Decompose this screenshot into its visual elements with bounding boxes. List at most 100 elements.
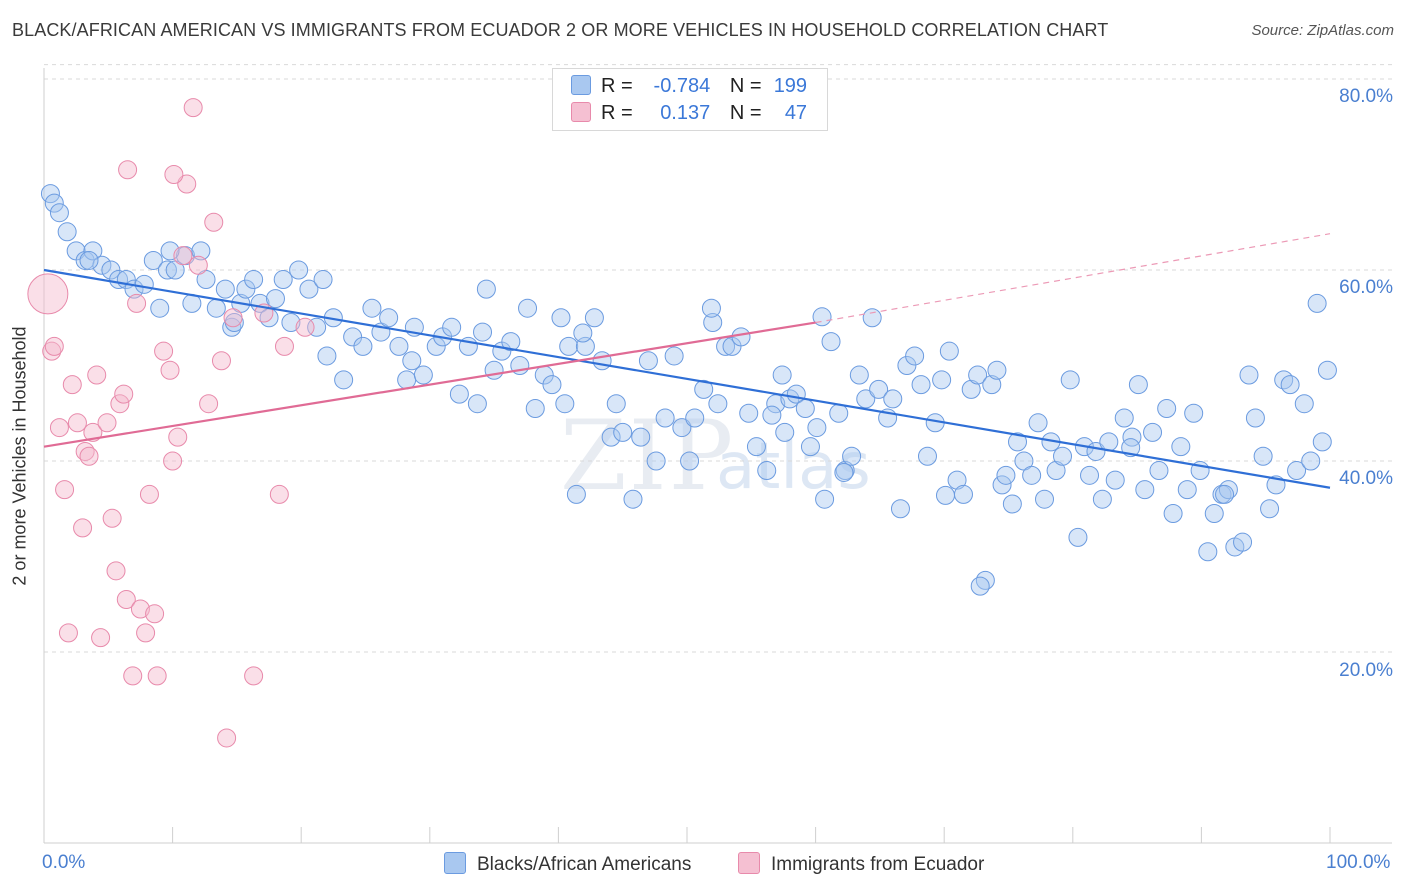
data-point-ecuador [91, 628, 111, 648]
data-point-blacks [1280, 375, 1300, 395]
data-point-ecuador [79, 446, 99, 466]
data-point-blacks [1149, 461, 1169, 481]
data-point-ecuador [102, 508, 122, 528]
data-point-blacks [1177, 480, 1197, 500]
data-point-blacks [601, 427, 621, 447]
data-point-blacks [685, 408, 705, 428]
data-point-blacks [134, 274, 154, 294]
data-point-ecuador [62, 375, 82, 395]
data-point-blacks [968, 365, 988, 385]
data-point-ecuador [188, 255, 208, 275]
data-point-blacks [1233, 532, 1253, 552]
legend-item-label: Blacks/African Americans [477, 854, 692, 875]
data-point-ecuador [110, 394, 130, 414]
legend-r-value-blue: -0.784 [653, 75, 711, 97]
data-point-ecuador [163, 451, 183, 471]
data-point-blacks [1035, 489, 1055, 509]
legend-r-label: R = [601, 75, 633, 97]
data-point-blacks [317, 346, 337, 366]
data-point-blacks [815, 489, 835, 509]
blue-swatch-icon [444, 852, 466, 874]
data-point-blacks [664, 346, 684, 366]
data-point-ecuador [114, 384, 134, 404]
data-point-blacks [379, 308, 399, 328]
data-point-blacks [83, 241, 103, 261]
data-point-blacks [703, 313, 723, 333]
data-point-blacks [996, 465, 1016, 485]
data-point-blacks [1092, 489, 1112, 509]
source-label: Source: ZipAtlas.com [1251, 22, 1394, 39]
data-point-blacks [1080, 465, 1100, 485]
data-point-ecuador [27, 273, 69, 315]
data-point-blacks [1046, 461, 1066, 481]
data-point-ecuador [168, 427, 188, 447]
data-point-blacks [476, 279, 496, 299]
data-point-blacks [40, 184, 60, 204]
data-point-ecuador [217, 728, 237, 748]
data-point-ecuador [97, 413, 117, 433]
x-tick-label-left: 0.0% [42, 852, 86, 873]
legend-item-label: Immigrants from Ecuador [771, 854, 985, 875]
data-point-ecuador [223, 308, 243, 328]
data-point-blacks [1163, 504, 1183, 524]
data-point-blacks [1002, 494, 1022, 514]
data-point-ecuador [116, 589, 136, 609]
data-point-ecuador [136, 623, 156, 643]
data-point-blacks [343, 327, 363, 347]
data-point-blacks [525, 398, 545, 418]
data-point-blacks [795, 398, 815, 418]
data-point-blacks [970, 576, 990, 596]
data-point-blacks [518, 298, 538, 318]
data-point-ecuador [58, 623, 78, 643]
legend-row-pink: R = 0.137 N = 47 [571, 100, 807, 126]
data-point-blacks [932, 370, 952, 390]
data-point-blacks [1307, 293, 1327, 313]
data-point-blacks [812, 307, 832, 327]
data-point-blacks [206, 298, 226, 318]
data-point-blacks [947, 470, 967, 490]
data-point-blacks [573, 323, 593, 343]
legend-n-value-blue: 199 [773, 75, 808, 97]
data-point-blacks [473, 322, 493, 342]
legend-r-value-pink: 0.137 [660, 102, 711, 124]
data-point-blacks [905, 346, 925, 366]
data-point-ecuador [118, 160, 138, 180]
data-point-blacks [701, 298, 721, 318]
data-point-blacks [672, 418, 692, 438]
data-point-blacks [1008, 432, 1028, 452]
data-point-blacks [708, 394, 728, 414]
data-point-blacks [1060, 370, 1080, 390]
data-point-blacks [44, 193, 64, 213]
data-point-blacks [606, 394, 626, 414]
data-point-blacks [694, 379, 714, 399]
data-point-blacks [1301, 451, 1321, 471]
data-point-blacks [939, 341, 959, 361]
data-point-blacks [953, 484, 973, 504]
data-point-blacks [646, 451, 666, 471]
data-point-blacks [402, 351, 422, 371]
data-point-blacks [467, 394, 487, 414]
data-point-blacks [762, 405, 782, 425]
data-point-blacks [592, 351, 612, 371]
data-point-blacks [862, 308, 882, 328]
data-point-ecuador [173, 246, 193, 266]
y-tick-label: 20.0% [1339, 660, 1393, 681]
data-point-blacks [1171, 437, 1191, 457]
data-point-blacks [834, 462, 854, 482]
data-point-blacks [739, 403, 759, 423]
data-point-blacks [917, 446, 937, 466]
data-point-blacks [1053, 446, 1073, 466]
data-point-blacks [244, 270, 264, 290]
trend-line-ecuador-extension [815, 233, 1331, 324]
data-point-blacks [555, 394, 575, 414]
data-point-blacks [883, 389, 903, 409]
legend-r-label: R = [601, 102, 633, 124]
data-point-ecuador [154, 341, 174, 361]
data-point-blacks [334, 370, 354, 390]
data-point-blacks [1215, 484, 1235, 504]
data-point-blacks [160, 241, 180, 261]
data-point-blacks [389, 336, 409, 356]
data-point-blacks [1135, 480, 1155, 500]
data-point-blacks [775, 422, 795, 442]
